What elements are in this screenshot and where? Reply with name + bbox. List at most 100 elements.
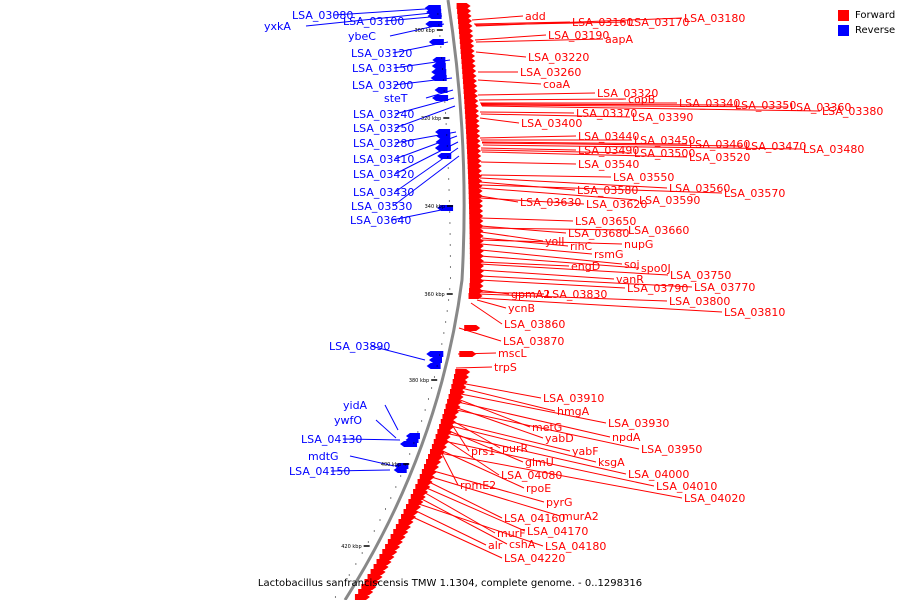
forward-gene-feature [462,73,477,79]
forward-gene-label: add [525,10,546,23]
forward-gene-feature [408,499,424,505]
forward-gene-feature [439,424,455,430]
forward-gene-label: LSA_03450 [634,134,695,147]
forward-gene-leader-line [475,38,604,43]
forward-gene-leader-line [474,34,547,41]
reverse-gene-feature [425,21,443,27]
forward-gene-feature [426,459,442,465]
forward-gene-feature [469,268,484,274]
forward-gene-label: LSA_03930 [608,417,669,430]
forward-gene-label: LSA_03560 [669,182,730,195]
forward-gene-leader-line [440,431,627,475]
forward-gene-feature [449,389,465,395]
forward-gene-label: LSA_03590 [639,194,700,207]
forward-gene-leader-line [427,475,561,517]
forward-gene-feature [390,534,406,540]
forward-gene-leader-line [480,174,612,178]
forward-gene-label: LSA_04180 [545,540,606,553]
forward-gene-label: LSA_04170 [527,525,588,538]
forward-gene-label: ksgA [598,456,625,469]
reverse-gene-feature [437,153,452,159]
forward-gene-label: LSA_03320 [597,87,658,100]
forward-gene-label: LSA_04160 [504,512,565,525]
forward-gene-feature [387,539,403,545]
reverse-gene-label: LSA_03430 [353,186,414,199]
reverse-gene-leader-line [375,419,397,439]
reverse-gene-label: LSA_03420 [353,168,414,181]
forward-gene-feature [448,394,464,400]
forward-gene-feature [457,8,472,14]
forward-gene-leader-line [479,111,575,114]
forward-gene-leader-line [455,366,493,369]
forward-gene-leader-line [479,227,627,231]
forward-gene-leader-line [479,275,693,288]
forward-gene-label: LSA_03770 [694,281,755,294]
forward-gene-feature [415,484,431,490]
forward-gene-leader-line [480,243,593,255]
reverse-gene-label: yidA [343,399,368,412]
forward-gene-leader-line [480,231,544,242]
forward-gene-label: LSA_04020 [684,492,745,505]
legend-reverse-label: Reverse [855,25,896,36]
forward-gene-label: rihC [570,240,593,253]
forward-gene-leader-line [442,423,597,463]
forward-gene-leader-line [480,225,567,234]
forward-gene-feature [460,43,475,49]
reverse-gene-feature [431,69,447,75]
reverse-gene-label: LSA_03530 [351,200,412,213]
forward-gene-feature [466,133,481,139]
forward-gene-label: rsmG [594,248,624,261]
forward-gene-leader-line [481,142,744,147]
forward-gene-label: LSA_03950 [641,443,702,456]
forward-gene-label: LSA_04220 [504,552,565,565]
tick-label: 420 kbp [341,544,361,550]
forward-gene-label: purR [502,442,528,455]
reverse-gene-leader-line [305,11,442,27]
forward-gene-label: npdA [612,431,641,444]
forward-gene-label: LSA_03680 [568,227,629,240]
position-ticks: 300 kbp 320 kbp 340 kbp 360 kbp 380 kbp 400 k… [334,13,454,598]
forward-gene-feature [463,88,478,94]
reverse-gene-label: LSA_03280 [353,137,414,150]
forward-gene-feature [462,68,477,74]
gene-features [354,3,484,600]
forward-gene-label: LSA_03660 [628,224,689,237]
reverse-gene-feature [393,467,407,473]
forward-gene-label: LSA_03570 [724,187,785,200]
forward-gene-leader-line [478,279,626,289]
forward-gene-label: LSA_03550 [613,171,674,184]
forward-gene-feature [421,469,437,475]
forward-gene-label: LSA_03190 [548,29,609,42]
forward-gene-label: LSA_03490 [578,144,639,157]
forward-gene-feature [442,414,458,420]
forward-gene-feature [469,223,484,229]
forward-gene-label: aapA [605,33,633,46]
forward-gene-leader-line [479,187,638,201]
forward-gene-feature [466,143,481,149]
forward-gene-leader-line [477,92,596,96]
forward-gene-label: LSA_03180 [684,12,745,25]
forward-gene-feature [463,93,478,99]
reverse-gene-label: LSA_03080 [292,9,353,22]
forward-gene-label: LSA_03350 [735,99,796,112]
forward-gene-label: LSA_03220 [528,51,589,64]
forward-gene-label: cshA [509,538,536,551]
forward-gene-feature [469,283,484,289]
forward-gene-feature [401,514,417,520]
forward-gene-feature [361,584,377,590]
reverse-gene-leader-line [333,7,442,16]
reverse-gene-leader-line [425,89,454,99]
forward-gene-feature [379,554,395,560]
tick-label: 320 kbp [421,116,441,122]
forward-gene-label: LSA_03910 [543,392,604,405]
strand-legend: Forward Reverse [838,8,895,38]
forward-gene-feature [452,379,468,385]
forward-gene-leader-line [421,485,526,532]
forward-gene-label: engD [571,260,600,273]
forward-gene-label: pyrG [546,496,573,509]
reverse-gene-feature [434,87,448,93]
legend-forward-label: Forward [855,10,896,21]
forward-gene-label: murF [497,527,526,540]
forward-gene-label: alr [488,539,503,552]
forward-gene-leader-line [475,17,683,27]
